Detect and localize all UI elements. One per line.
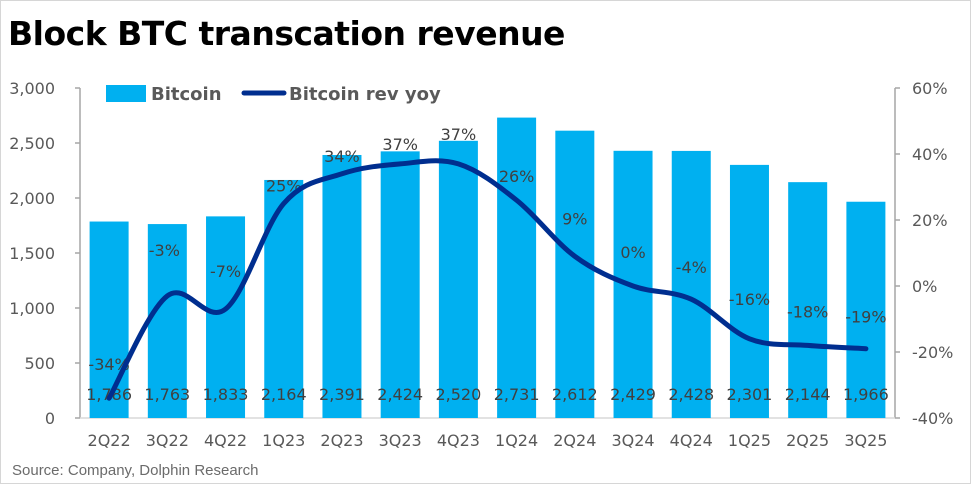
line-value-label: 9%	[562, 209, 587, 228]
line-value-label: -19%	[845, 308, 886, 327]
left-axis-tick-label: 2,000	[9, 189, 55, 208]
series-line-bitcoin-rev-yoy	[106, 158, 869, 401]
bar-4Q24	[671, 150, 711, 419]
bar-value-label: 2,164	[261, 385, 307, 404]
bar-value-label: 2,144	[785, 385, 831, 404]
line-value-label: -7%	[210, 262, 241, 281]
bar-value-label: 1,763	[144, 385, 190, 404]
bar-3Q25	[846, 201, 886, 418]
bar-value-label: 1,966	[843, 385, 889, 404]
bar-1Q23	[264, 179, 304, 418]
bar-2Q23	[322, 154, 362, 419]
bar-value-label: 2,520	[435, 385, 481, 404]
right-axis-tick-label: 0%	[912, 277, 937, 296]
line-labels: -34% -3% -7% 25% 34% 37% 37% 26% 9% 0% -4% -16% -18%…	[88, 125, 886, 374]
x-axis-label: 3Q25	[844, 431, 887, 450]
x-axis-label: 2Q25	[786, 431, 829, 450]
left-axis-tick-label: 2,500	[9, 134, 55, 153]
bar-4Q23	[438, 140, 478, 419]
x-axis-label: 1Q23	[262, 431, 305, 450]
bar-value-label: 2,429	[610, 385, 656, 404]
chart-title: Block BTC transcation revenue	[8, 14, 565, 53]
line-value-label: -18%	[787, 302, 828, 321]
line-value-label: 34%	[324, 147, 360, 166]
bar-3Q22	[147, 224, 187, 418]
line-value-label: -16%	[729, 290, 770, 309]
line-value-label: -34%	[88, 355, 129, 374]
x-axis-label: 4Q24	[670, 431, 713, 450]
left-axis-tick-label: 1,500	[9, 244, 55, 263]
bar-2Q25	[788, 182, 828, 418]
right-axis-tick-label: 60%	[912, 79, 948, 98]
bar-value-label: 2,301	[727, 385, 773, 404]
x-axis-label: 3Q24	[611, 431, 654, 450]
x-axis-label: 2Q22	[88, 431, 131, 450]
bar-value-label: 2,424	[377, 385, 423, 404]
x-axis-label: 4Q23	[437, 431, 480, 450]
x-axis-label: 1Q25	[728, 431, 771, 450]
line-value-label: 37%	[382, 135, 418, 154]
legend-label-bitcoin-rev-yoy: Bitcoin rev yoy	[289, 84, 441, 105]
line-value-label: 25%	[266, 177, 302, 196]
right-axis-tick-label: 20%	[912, 211, 948, 230]
right-axis-tick-label: -20%	[912, 343, 953, 362]
bar-4Q22	[206, 216, 246, 418]
bar-3Q23	[380, 151, 420, 419]
bar-value-label: 2,391	[319, 385, 365, 404]
x-axis-label: 2Q24	[553, 431, 596, 450]
line-value-label: -3%	[149, 241, 180, 260]
legend-label-bitcoin: Bitcoin	[151, 84, 222, 105]
right-axis-tick-label: 40%	[912, 145, 948, 164]
line-value-label: -4%	[676, 258, 707, 277]
line-value-label: 0%	[620, 243, 645, 262]
line-value-label: 37%	[441, 125, 477, 144]
x-axis-label: 3Q23	[379, 431, 422, 450]
bar-value-label: 1,833	[203, 385, 249, 404]
x-axis-label: 4Q22	[204, 431, 247, 450]
bars	[89, 117, 886, 419]
legend-swatch-bitcoin	[106, 85, 146, 102]
source-note: Source: Company, Dolphin Research	[12, 462, 259, 479]
left-axis-tick-label: 500	[24, 354, 55, 373]
x-axis-labels: 2Q22 3Q22 4Q22 1Q23 2Q23 3Q23 4Q23 1Q24 2Q24 3Q24…	[88, 431, 888, 450]
x-axis-label: 1Q24	[495, 431, 538, 450]
x-axis-label: 2Q23	[320, 431, 363, 450]
left-axis-tick-label: 0	[45, 409, 55, 428]
legend: Bitcoin Bitcoin rev yoy	[106, 84, 441, 105]
bar-value-label: 2,428	[668, 385, 714, 404]
bar-1Q25	[729, 164, 769, 418]
right-axis-tick-label: -40%	[912, 409, 953, 428]
bar-labels: 1,786 1,763 1,833 2,164 2,391 2,424 2,520 2,731…	[86, 385, 889, 404]
bar-1Q24	[497, 117, 537, 418]
left-axis-tick-label: 1,000	[9, 299, 55, 318]
bar-2Q22	[89, 221, 129, 418]
line-value-label: 26%	[499, 167, 535, 186]
left-axis-tick-label: 3,000	[9, 79, 55, 98]
bar-2Q24	[555, 130, 595, 418]
bar-value-label: 2,731	[494, 385, 540, 404]
x-axis-label: 3Q22	[146, 431, 189, 450]
bar-value-label: 2,612	[552, 385, 598, 404]
